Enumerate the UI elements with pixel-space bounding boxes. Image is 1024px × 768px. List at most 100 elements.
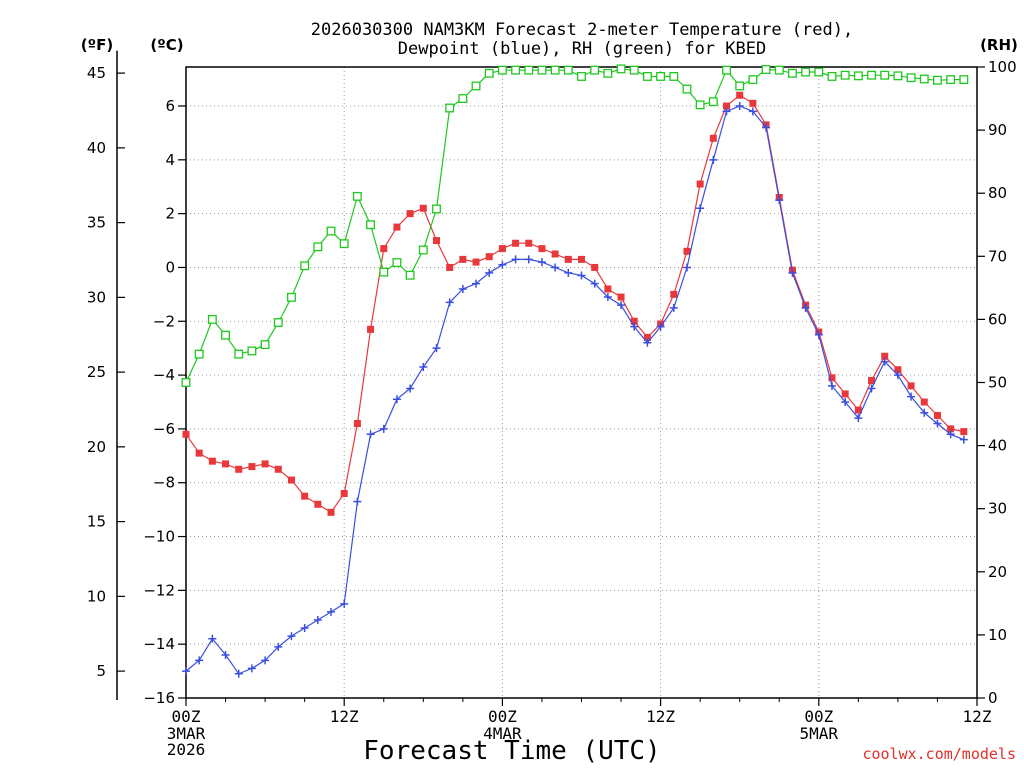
dewpoint-point [287,632,296,641]
rh-point [959,75,969,85]
fahrenheit-tick-label: 25 [87,363,106,381]
rh-tick-label: 20 [988,563,1007,581]
dewpoint-point [630,322,639,331]
rh-point [352,191,362,201]
dewpoint-point [867,384,876,393]
dewpoint-point [762,123,771,132]
rh-point [221,330,230,340]
rh-point [722,65,731,75]
temperature-point [920,398,928,406]
rh-point [867,70,876,80]
temperature-point [367,325,375,333]
rh-tick-label: 70 [988,247,1007,265]
x-tick-label: 00Z [172,707,201,726]
rh-point [287,292,296,302]
rh-point [814,67,824,77]
tick-labels: 51015202530354045−16−14−12−10−8−6−4−2024… [87,58,1017,759]
temperature-point [393,223,401,231]
rh-tick-label: 100 [988,58,1017,76]
fahrenheit-tick-label: 15 [87,513,106,531]
celsius-tick-label: 2 [165,205,175,223]
rh-point [629,65,639,75]
dewpoint-point [537,258,546,267]
rh-point [616,64,626,74]
temperature-point [564,255,572,263]
fahrenheit-tick-label: 40 [87,139,106,157]
rh-point [511,65,521,75]
rh-point [748,75,758,85]
credit-link[interactable]: coolwx.com/models [862,745,1016,763]
dewpoint-point [603,293,612,302]
chart-title-line1: 2026030300 NAM3KM Forecast 2-meter Tempe… [311,20,853,40]
rh-point [194,349,204,359]
dewpoint-point [893,371,902,380]
dewpoint-point [274,642,283,651]
x-tick-date-label: 5MAR [800,724,839,743]
temperature-point [736,91,744,99]
temperature-point [459,255,467,263]
rh-point [774,65,784,75]
celsius-tick-label: 0 [165,258,175,276]
x-axis-title: Forecast Time (UTC) [363,736,660,766]
temperature-point [696,180,704,188]
dewpoint-point [472,279,481,288]
rh-tick-label: 0 [988,689,998,707]
temperature-point [723,102,731,110]
fahrenheit-tick-label: 45 [87,64,106,82]
dewpoint-point [959,435,968,444]
rh-line [185,68,964,383]
temperature-point [446,263,454,271]
x-tick-label: 12Z [330,707,359,726]
dewpoint-point [827,381,836,390]
rh-point [247,346,257,356]
temperature-point [604,285,612,293]
temperature-point [933,411,941,419]
dewpoint-point [564,268,573,277]
temperature-point [287,476,295,484]
temperature-point [498,245,506,253]
rh-point [735,81,745,91]
fahrenheit-tick-label: 20 [87,438,106,456]
dewpoint-point [300,624,309,633]
dewpoint-point [498,260,507,269]
dewpoint-point [485,268,494,277]
celsius-tick-label: −14 [143,635,175,653]
rh-point [708,97,718,107]
rh-point [906,73,916,83]
dewpoint-point [841,398,850,406]
celsius-tick-label: −12 [143,581,175,599]
rh-point [853,71,863,81]
dewpoint-point [907,392,916,401]
dewpoint-point [406,384,415,393]
celsius-tick-label: −2 [153,312,175,330]
temperature-point [182,430,190,438]
dewpoint-point [432,344,441,353]
dewpoint-point [445,298,454,307]
rh-unit-label: (RH) [980,36,1018,54]
dewpoint-point [340,599,349,608]
plot-frame [185,66,978,699]
temperature-point [709,134,717,142]
temperature-point [947,425,955,433]
rh-point [787,68,797,78]
temperature-point [854,406,862,414]
rh-point [840,70,850,80]
dewpoint-point [801,303,810,312]
temperature-point [340,489,348,497]
rh-tick-label: 90 [988,121,1007,139]
temperature-point [274,465,282,473]
dewpoint-point [458,284,467,293]
dewpoint-point [682,263,691,272]
rh-point [300,261,310,271]
dewpoint-point [366,430,375,439]
temperature-point [538,245,546,253]
dewpoint-point [709,155,718,164]
temperature-point [643,333,651,341]
rh-point [497,65,507,75]
dewpoint-point [577,271,586,280]
temperature-point [591,263,599,271]
celsius-tick-label: −10 [143,528,175,546]
rh-point [207,314,217,324]
dewpoint-point [247,664,256,673]
dewpoint-point [524,255,533,264]
